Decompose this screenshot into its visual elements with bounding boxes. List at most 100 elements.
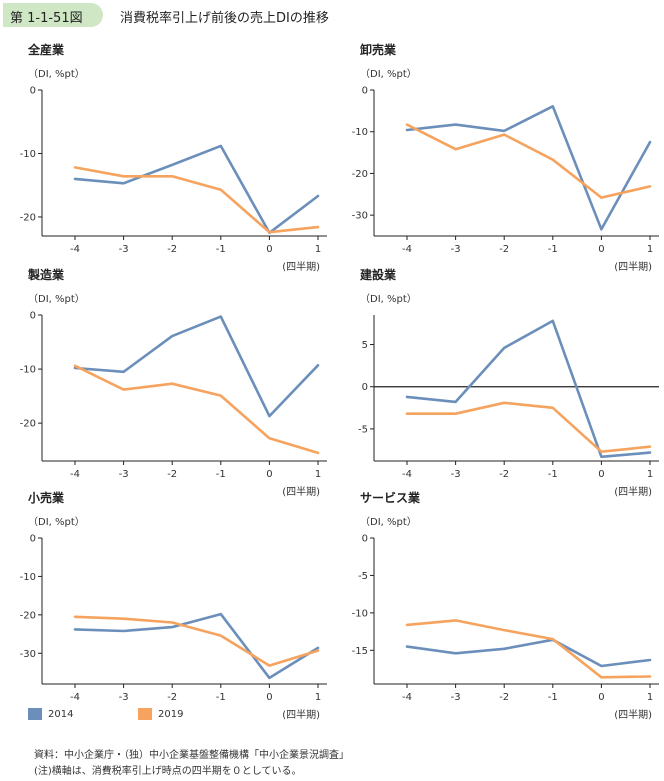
panel-title: サービス業 — [360, 490, 421, 505]
x-tick-label: -2 — [167, 469, 177, 480]
x-tick-label: -1 — [548, 469, 558, 480]
x-tick-label: 0 — [266, 469, 272, 480]
legend-label-2019: 2019 — [158, 708, 184, 720]
series-line-2019 — [405, 123, 652, 199]
x-tick-label: -4 — [402, 244, 412, 255]
y-axis-unit-label: （DI, %pt） — [28, 293, 85, 305]
y-tick-label: -20 — [20, 212, 36, 223]
x-axis-quarter-label: (四半期) — [282, 485, 320, 498]
x-tick-label: -4 — [402, 692, 412, 703]
chart-panel-wholesale: 卸売業（DI, %pt）0-10-20-30-4 -3 -2 -1 0 1(四半期) — [352, 42, 659, 273]
series-line-2019 — [73, 166, 320, 234]
x-tick-label: -1 — [548, 692, 558, 703]
x-tick-label: -2 — [167, 244, 177, 255]
panel-title: 卸売業 — [360, 42, 397, 57]
x-tick-label: 0 — [266, 692, 272, 703]
x-tick-label: -3 — [119, 469, 129, 480]
legend-swatch-2014 — [28, 708, 42, 720]
x-tick-label: 1 — [315, 692, 321, 703]
x-tick-label: -2 — [499, 692, 509, 703]
series-line-2014 — [73, 144, 320, 235]
x-tick-label: 1 — [647, 692, 653, 703]
y-tick-label: -30 — [352, 211, 368, 222]
x-tick-label: -3 — [451, 469, 461, 480]
figure-badge — [3, 3, 103, 27]
panel-title: 製造業 — [27, 267, 65, 282]
x-tick-label: -3 — [451, 244, 461, 255]
y-tick-label: 0 — [30, 534, 36, 545]
x-tick-label: 0 — [598, 692, 604, 703]
x-tick-label: 1 — [315, 244, 321, 255]
x-tick-label: 0 — [266, 244, 272, 255]
chart-panel-retail: 小売業（DI, %pt）0-10-20-30-4 -3 -2 -1 0 1(四半期) — [20, 490, 327, 721]
y-axis-unit-label: （DI, %pt） — [28, 68, 85, 80]
panel-title: 建設業 — [359, 267, 397, 282]
legend-label-2014: 2014 — [48, 708, 74, 720]
x-tick-label: -1 — [216, 692, 226, 703]
y-tick-label: -10 — [20, 365, 36, 376]
y-axis-unit-label: （DI, %pt） — [28, 516, 85, 528]
x-axis-quarter-label: (四半期) — [614, 485, 652, 498]
y-tick-label: -10 — [20, 572, 36, 583]
x-axis-quarter-label: (四半期) — [614, 708, 652, 721]
y-tick-label: 0 — [362, 86, 368, 97]
x-tick-label: -1 — [216, 244, 226, 255]
x-tick-label: -4 — [70, 244, 80, 255]
y-tick-label: -5 — [358, 571, 368, 582]
series-line-2019 — [405, 619, 652, 679]
y-tick-label: 0 — [30, 311, 36, 322]
y-tick-label: -20 — [20, 610, 36, 621]
chart-panel-all-industries: 全産業（DI, %pt）0-10-20-4 -3 -2 -1 0 1(四半期) — [20, 42, 327, 273]
y-tick-label: -10 — [352, 127, 368, 138]
x-tick-label: 0 — [598, 244, 604, 255]
chart-panel-services: サービス業（DI, %pt）0-5-10-15-4 -3 -2 -1 0 1(四半期) — [352, 490, 659, 721]
y-tick-label: 5 — [362, 340, 368, 351]
x-tick-label: -4 — [70, 469, 80, 480]
series-line-2019 — [405, 401, 652, 453]
x-tick-label: -4 — [70, 692, 80, 703]
series-line-2019 — [73, 364, 320, 455]
y-tick-label: 0 — [362, 382, 368, 393]
x-tick-label: -3 — [119, 692, 129, 703]
legend-item-2014: 2014 — [28, 708, 73, 720]
x-tick-label: -2 — [499, 469, 509, 480]
series-line-2014 — [405, 319, 652, 459]
x-axis-quarter-label: (四半期) — [614, 260, 652, 273]
y-tick-label: -10 — [352, 608, 368, 619]
source-note: 資料：中小企業庁・（独）中小企業基盤整備機構「中小企業景況調査」 — [34, 750, 349, 761]
y-tick-label: 0 — [30, 86, 36, 97]
x-tick-label: 1 — [647, 469, 653, 480]
x-tick-label: -2 — [499, 244, 509, 255]
x-tick-label: 0 — [598, 469, 604, 480]
y-axis-unit-label: （DI, %pt） — [360, 293, 417, 305]
legend-item-2019: 2019 — [138, 708, 183, 720]
series-line-2014 — [73, 612, 320, 680]
series-line-2019 — [73, 615, 320, 667]
y-tick-label: -10 — [20, 149, 36, 160]
figure-number: 第 1-1-51図 — [10, 11, 83, 26]
x-tick-label: -3 — [451, 692, 461, 703]
y-tick-label: -15 — [352, 646, 368, 657]
x-axis-quarter-label: (四半期) — [282, 708, 320, 721]
x-tick-label: -1 — [548, 244, 558, 255]
y-tick-label: -20 — [352, 169, 368, 180]
figure-title: 消費税率引上げ前後の売上DIの推移 — [120, 11, 329, 26]
series-line-2014 — [405, 105, 652, 231]
chart-panel-manufacturing: 製造業（DI, %pt）0-10-20-4 -3 -2 -1 0 1(四半期) — [20, 267, 327, 498]
y-tick-label: -30 — [20, 649, 36, 660]
series-line-2014 — [405, 638, 652, 668]
axis-note: (注)横軸は、消費税率引上げ時点の四半期を０としている。 — [34, 766, 302, 777]
x-tick-label: -4 — [402, 469, 412, 480]
y-axis-unit-label: （DI, %pt） — [360, 68, 417, 80]
y-tick-label: -5 — [358, 424, 368, 435]
panel-title: 全産業 — [27, 42, 65, 57]
y-tick-label: 0 — [362, 534, 368, 545]
y-tick-label: -20 — [20, 419, 36, 430]
x-axis-quarter-label: (四半期) — [282, 260, 320, 273]
y-axis-unit-label: （DI, %pt） — [360, 516, 417, 528]
legend-swatch-2019 — [138, 708, 152, 720]
panel-title: 小売業 — [28, 490, 65, 505]
x-tick-label: 1 — [315, 469, 321, 480]
chart-panel-construction: 建設業 （DI, %pt） 5 0 -5 -4 -3 -2 -1 0 1 (四半期) — [358, 267, 659, 498]
series-line-2014 — [73, 315, 320, 418]
